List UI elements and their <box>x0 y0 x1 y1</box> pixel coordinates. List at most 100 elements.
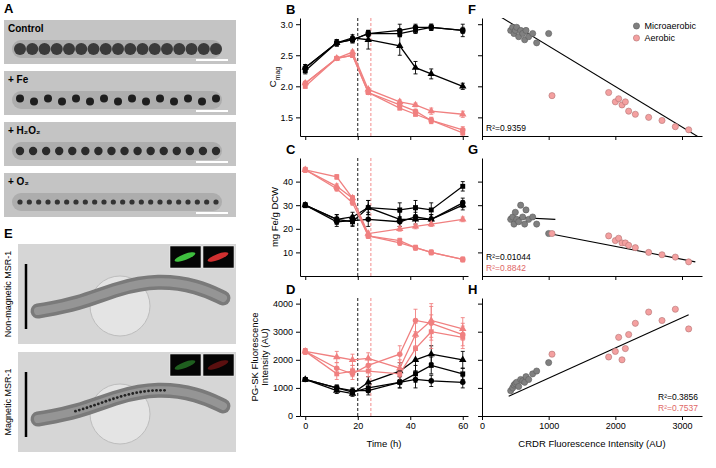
tick-mark <box>296 86 300 87</box>
magnetosome <box>74 410 77 413</box>
tick-label: 20 <box>353 421 363 431</box>
tick-mark <box>478 388 482 389</box>
error-bar <box>303 349 307 355</box>
marker <box>459 82 466 88</box>
point <box>626 108 632 114</box>
tick-label: 40 <box>283 177 293 187</box>
tick <box>478 24 482 25</box>
plot-area <box>302 158 467 276</box>
marker <box>302 349 308 355</box>
tick: 40 <box>283 177 300 187</box>
tick <box>478 360 482 361</box>
magnetosome <box>100 43 112 55</box>
marker <box>460 335 465 340</box>
magnetosome <box>42 147 50 155</box>
marker <box>396 42 403 48</box>
tick-label: 1000 <box>539 421 559 431</box>
marker <box>350 53 355 58</box>
error-bar <box>429 24 433 30</box>
marker <box>350 37 355 42</box>
error-bar <box>429 250 433 255</box>
marker <box>429 118 434 123</box>
tick <box>463 136 464 140</box>
tick: 30 <box>283 201 300 211</box>
tick-label: 2.0 <box>280 82 293 92</box>
panel-label: H <box>468 282 477 297</box>
error-bar <box>429 117 433 123</box>
magnetosome <box>93 404 96 407</box>
tick <box>478 86 482 87</box>
error-bar <box>429 375 433 386</box>
tick <box>478 416 482 417</box>
marker <box>460 257 465 262</box>
marker <box>303 84 308 89</box>
point <box>686 127 692 133</box>
series-line <box>305 203 463 222</box>
magnetosome <box>120 395 123 398</box>
marker <box>429 363 434 368</box>
marker <box>333 182 340 188</box>
error-bar <box>351 368 355 379</box>
error-bar <box>414 245 418 250</box>
magnetosome <box>86 406 89 409</box>
magnetosome <box>72 95 80 103</box>
tick-label: 1.5 <box>280 113 293 123</box>
panel-label: G <box>468 142 478 157</box>
tick-mark <box>482 276 483 280</box>
tick <box>358 136 359 140</box>
error-bar <box>303 84 307 88</box>
axis-line <box>301 136 469 137</box>
error-bar <box>429 203 433 217</box>
magnetosome <box>149 43 161 55</box>
image <box>4 122 236 166</box>
error-bar <box>414 112 418 116</box>
error-bar <box>398 203 402 217</box>
point <box>686 259 692 265</box>
error-bar <box>429 357 433 374</box>
cell-inner <box>38 282 223 311</box>
marker <box>412 330 419 336</box>
scale-bar <box>196 212 228 214</box>
point <box>549 93 555 99</box>
marker <box>349 213 356 219</box>
fit-line <box>482 18 702 136</box>
magnetosome <box>29 147 37 155</box>
error-bar <box>366 91 370 95</box>
tick <box>682 136 683 140</box>
tick <box>478 304 482 305</box>
image-label: Control <box>8 23 44 34</box>
marker <box>428 220 435 226</box>
magnetosome <box>89 405 92 408</box>
point <box>619 357 625 363</box>
magnetosome <box>212 147 220 155</box>
legend-marker <box>633 35 639 41</box>
plot-area <box>302 18 467 136</box>
error-bar <box>414 200 418 214</box>
series-line <box>305 38 463 86</box>
point <box>672 254 678 260</box>
tick-mark <box>296 182 300 183</box>
cell-inner <box>38 390 223 419</box>
image <box>18 352 236 452</box>
point <box>672 306 678 312</box>
marker <box>334 56 340 62</box>
tick-label: 60 <box>458 421 468 431</box>
error-bar <box>303 68 307 74</box>
tick <box>410 276 411 280</box>
tick: 1000 <box>273 383 300 393</box>
error-bar <box>335 385 339 391</box>
error-bar <box>335 175 339 180</box>
error-bar <box>303 167 307 172</box>
series-line <box>305 365 463 392</box>
legend: MicroaerobicAerobic <box>633 21 696 43</box>
series-line <box>305 52 463 114</box>
marker <box>366 385 371 390</box>
point <box>534 368 540 374</box>
magnetosome <box>83 199 88 204</box>
marker <box>397 207 402 212</box>
tick: 3000 <box>672 416 692 431</box>
magnetosome <box>210 43 222 55</box>
series-line <box>305 170 463 260</box>
point <box>512 209 518 215</box>
marker <box>334 385 339 390</box>
